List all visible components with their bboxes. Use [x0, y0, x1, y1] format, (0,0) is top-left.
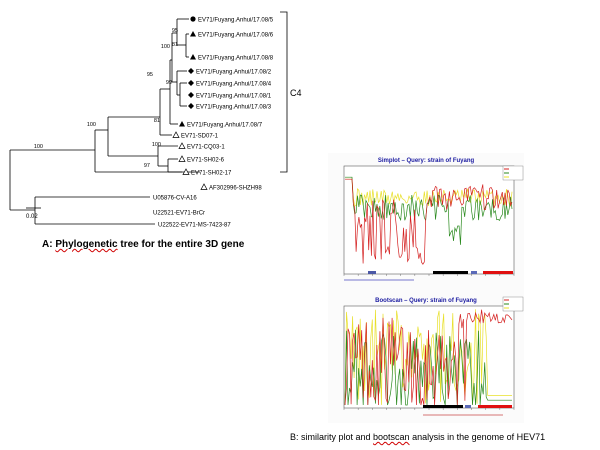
- taxon-label: U22522-EV71-MS-7423-87: [158, 222, 231, 228]
- bootscan-region-red: [478, 405, 512, 408]
- taxon-label: EV71/Fuyang.Anhui/17.08/7: [187, 122, 263, 128]
- taxon-marker-open-triangle: [172, 131, 180, 138]
- simplot-axis-ticks: [343, 274, 515, 276]
- bootstrap-value: 100: [161, 44, 170, 50]
- taxon-marker-open-triangle: [182, 168, 190, 175]
- phylogenetic-tree: EV71/Fuyang.Anhui/17.08/5 EV71/Fuyang.Anh…: [9, 11, 302, 228]
- bootscan-region-blue: [465, 405, 471, 408]
- plot-trace: [345, 176, 513, 245]
- caption-b-keyword: bootscan: [373, 432, 410, 442]
- bootscan-region-black: [423, 405, 463, 408]
- cluster-label: C4: [290, 88, 302, 98]
- tree-markers: [172, 16, 208, 190]
- simplot-region-navy: [368, 271, 376, 274]
- taxon-marker-open-triangle: [178, 142, 186, 149]
- taxon-label: U05876-CV-A16: [153, 195, 197, 201]
- caption-a-rest: tree for the entire 3D gene: [117, 239, 245, 250]
- plot-trace: [345, 178, 513, 207]
- caption-a: A: Phylogenetic tree for the entire 3D g…: [42, 239, 244, 250]
- taxon-label: EV71/Fuyang.Anhui/17.08/5: [198, 17, 274, 23]
- bootstrap-value: 97: [144, 163, 150, 169]
- taxon-label: EV71/Fuyang.Anhui/17.08/8: [198, 55, 274, 61]
- bootstrap-value: 100: [34, 144, 43, 150]
- bootscan-footnote-bar: [423, 414, 503, 416]
- caption-a-prefix: A:: [42, 239, 56, 250]
- simplot-region-red: [483, 271, 513, 274]
- simplot-region-blue: [471, 271, 477, 274]
- taxon-marker-diamond: [188, 80, 194, 86]
- taxon-label: EV71-SD07-1: [181, 133, 219, 139]
- caption-a-keyword: Phylogenetic: [55, 239, 118, 250]
- simplot-footnote-bar: [344, 279, 414, 281]
- taxon-label: AF302996-SHZH98: [209, 185, 262, 191]
- plot-trace: [344, 309, 513, 406]
- taxon-label: EV71/Fuyang.Anhui/17.08/1: [196, 93, 272, 99]
- taxon-marker-diamond: [188, 68, 194, 74]
- taxon-marker-diamond: [188, 92, 194, 98]
- bootstrap-value: 81: [154, 118, 160, 124]
- bootscan-title: Bootscan – Query: strain of Fuyang: [375, 298, 477, 304]
- bootstrap-value: 100: [87, 122, 96, 128]
- tree-branches: [9, 11, 288, 225]
- taxon-marker-triangle: [190, 54, 196, 60]
- taxon-marker-diamond: [188, 103, 194, 109]
- taxon-label: EV71-SH02-17: [191, 170, 232, 176]
- caption-b-prefix: B: similarity plot and: [290, 432, 374, 442]
- taxon-label: U22521-EV71-BrCr: [153, 210, 205, 216]
- taxon-label: EV71/Fuyang.Anhui/17.08/3: [196, 104, 272, 110]
- taxon-label: EV71-SH02-6: [187, 157, 225, 163]
- plot-trace: [345, 178, 513, 265]
- taxon-marker-open-triangle: [200, 183, 208, 190]
- taxon-label: EV71/Fuyang.Anhui/17.08/4: [196, 81, 272, 87]
- taxon-marker-open-triangle: [178, 155, 186, 162]
- taxon-marker-triangle: [190, 31, 196, 37]
- bootstrap-value: 95: [147, 72, 153, 78]
- bootscan-lines: [344, 309, 513, 406]
- similarity-plot: Simplot – Query: strain of Fuyang: [328, 153, 524, 293]
- tree-leaf-labels: EV71/Fuyang.Anhui/17.08/5 EV71/Fuyang.Anh…: [153, 17, 274, 228]
- bootscan-plot: Bootscan – Query: strain of Fuyang: [328, 293, 524, 423]
- taxon-label: EV71/Fuyang.Anhui/17.08/6: [198, 32, 274, 38]
- bootstrap-value: 99: [166, 80, 172, 86]
- bootstrap-value: 100: [152, 142, 161, 148]
- simplot-title: Simplot – Query: strain of Fuyang: [378, 158, 475, 164]
- taxon-label: EV71-CQ03-1: [187, 144, 225, 150]
- scale-label: 0.02: [26, 214, 38, 220]
- bootscan-axis-ticks: [343, 408, 515, 410]
- taxon-marker-circle: [190, 16, 196, 22]
- simplot-lines: [345, 176, 513, 265]
- taxon-marker-triangle: [179, 121, 185, 127]
- taxon-label: EV71/Fuyang.Anhui/17.08/2: [196, 69, 272, 75]
- simplot-region-black: [433, 271, 468, 274]
- caption-b-rest: analysis in the genome of HEV71: [409, 432, 546, 442]
- caption-b: B: similarity plot and bootscan analysis…: [290, 432, 545, 442]
- bootstrap-value: 81: [172, 42, 178, 48]
- bootstrap-value: 95: [172, 28, 178, 34]
